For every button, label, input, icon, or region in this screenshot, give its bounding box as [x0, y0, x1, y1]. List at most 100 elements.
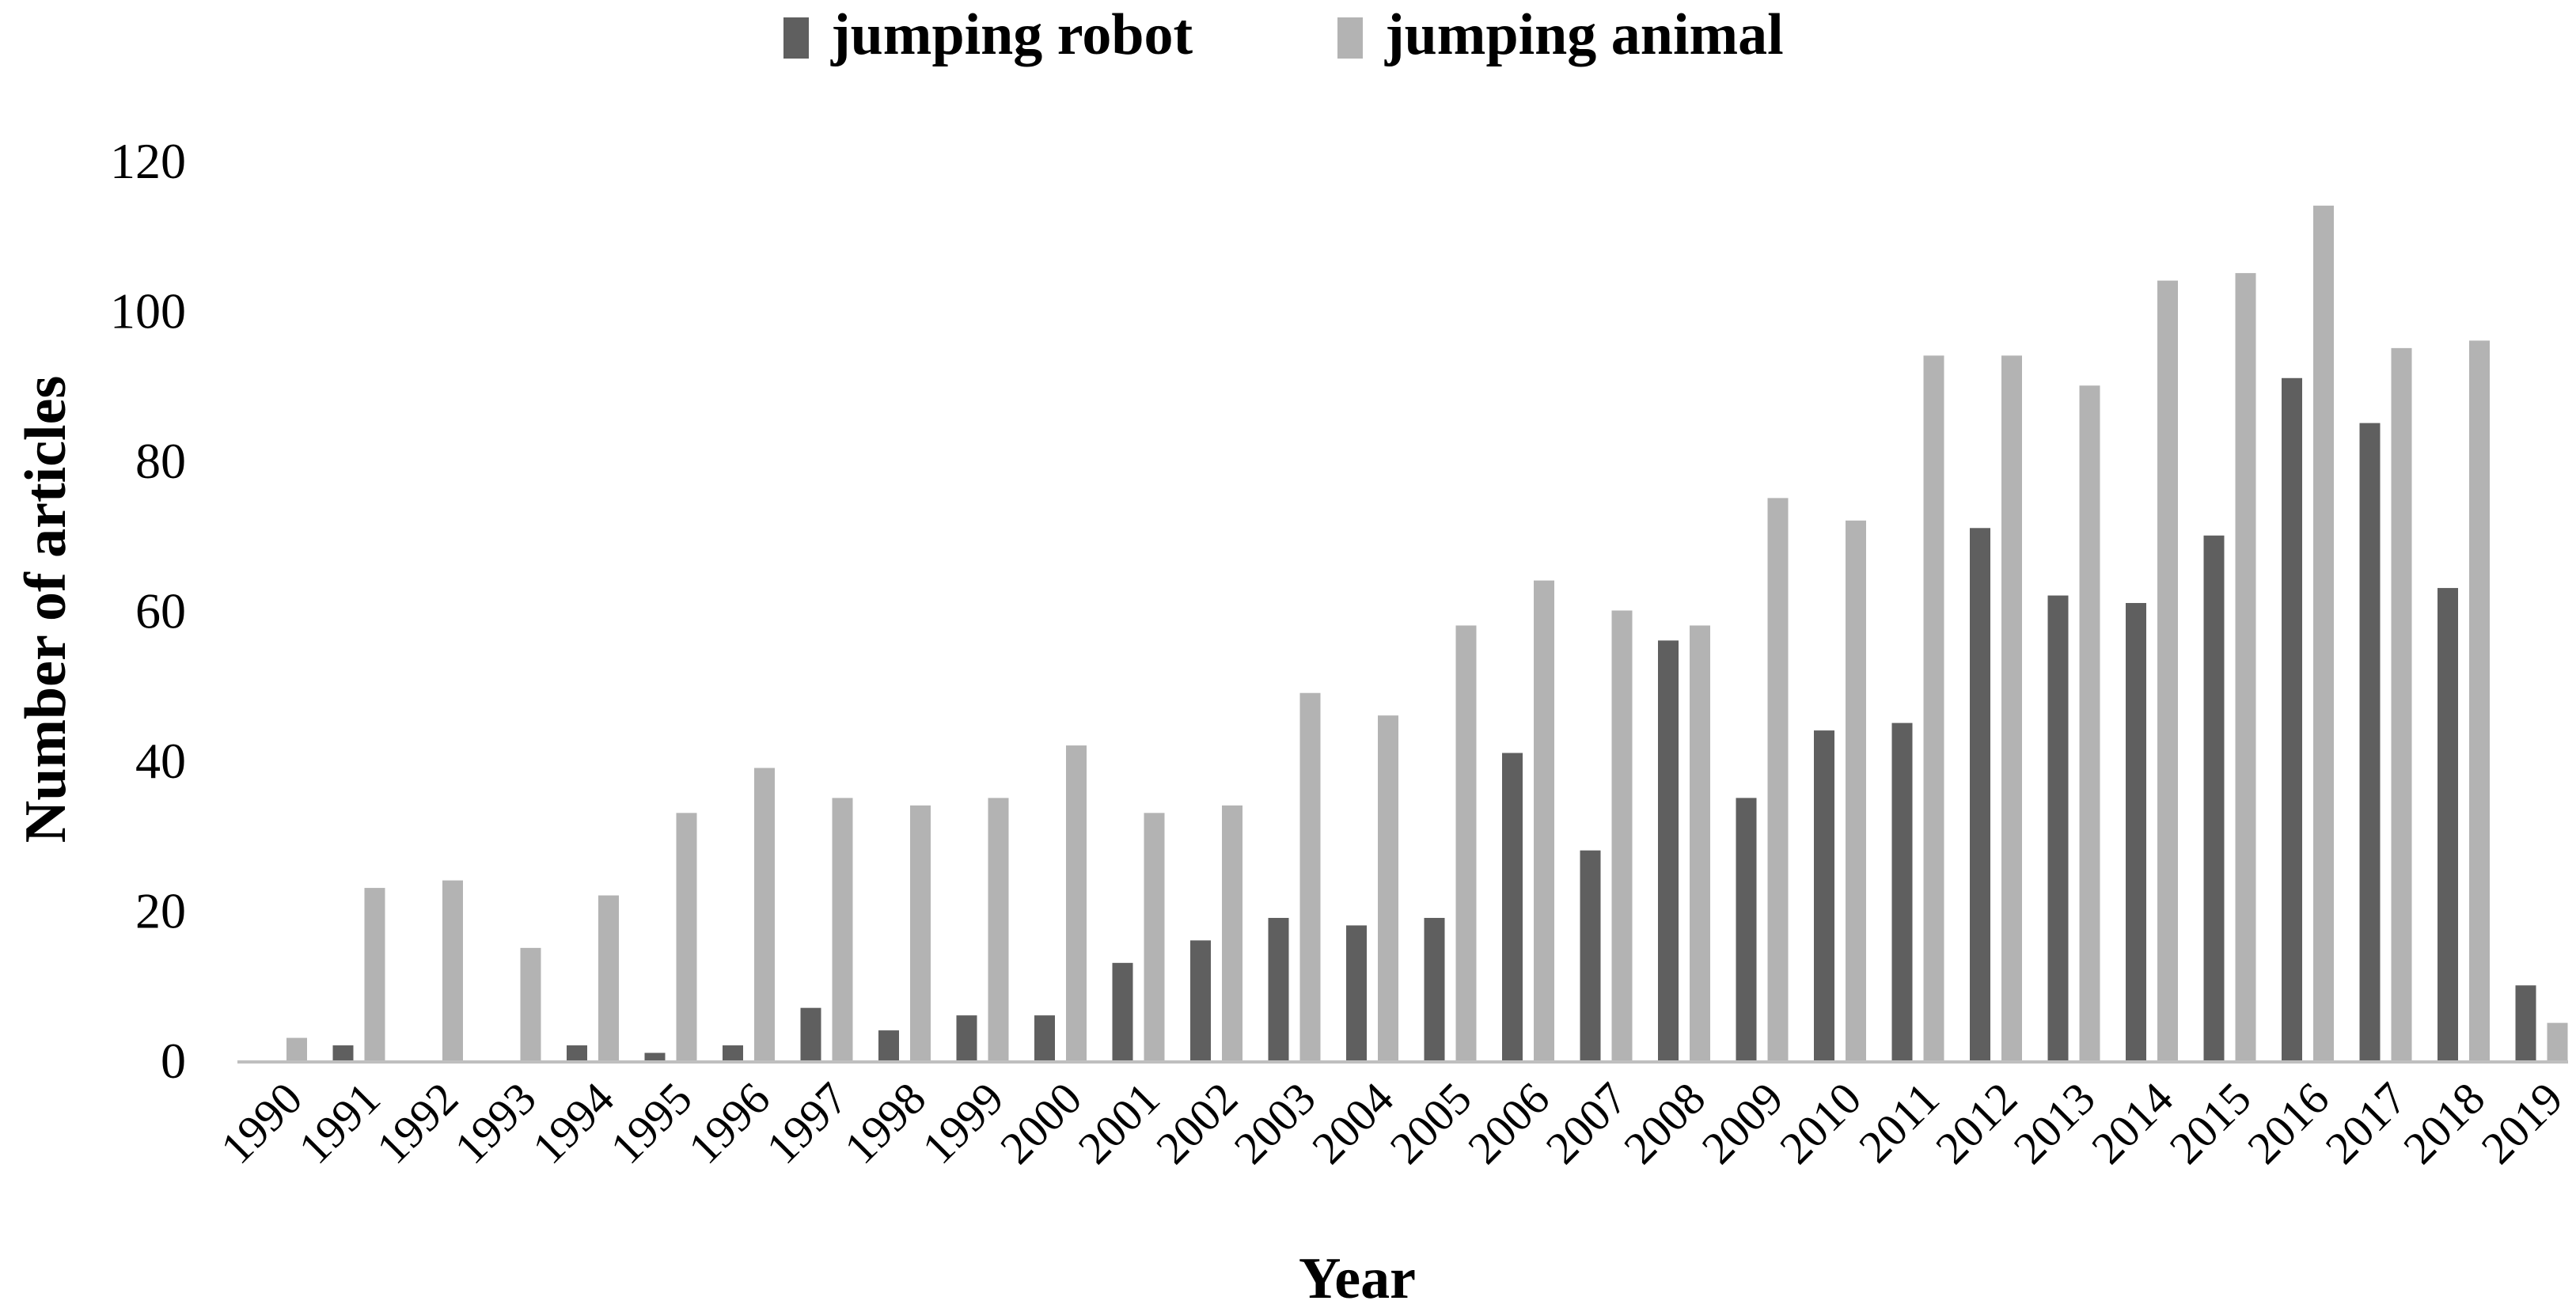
x-tick-label: 2000	[990, 1072, 1091, 1174]
x-tick-label: 2014	[2081, 1072, 2183, 1174]
bar-jumping-animal-2012	[2001, 355, 2022, 1061]
bar-jumping-animal-2017	[2391, 347, 2412, 1060]
legend-swatch-jumping-animal	[1337, 17, 1363, 59]
y-tick-label: 80	[135, 433, 186, 489]
bar-jumping-animal-2004	[1378, 715, 1398, 1060]
y-tick-label: 40	[135, 733, 186, 789]
bar-jumping-robot-2004	[1346, 925, 1367, 1060]
bar-jumping-animal-1996	[754, 768, 775, 1060]
bar-jumping-robot-2017	[2359, 423, 2381, 1060]
bar-jumping-animal-2014	[2157, 280, 2178, 1061]
bar-jumping-robot-1998	[878, 1030, 899, 1060]
x-axis-title: Year	[1299, 1246, 1416, 1311]
legend-label-jumping-animal: jumping animal	[1384, 2, 1784, 67]
x-tick-label: 2012	[1925, 1072, 2027, 1174]
x-tick-label: 1990	[211, 1072, 312, 1174]
x-tick-label: 2008	[1614, 1072, 1715, 1174]
bar-jumping-animal-2003	[1299, 692, 1321, 1060]
bar-jumping-robot-1996	[723, 1045, 743, 1060]
y-tick-label: 60	[135, 583, 186, 639]
bar-jumping-robot-1995	[644, 1052, 666, 1060]
bar-jumping-animal-2016	[2313, 205, 2334, 1061]
bar-jumping-robot-2006	[1502, 753, 1523, 1060]
bar-jumping-animal-1993	[520, 947, 541, 1060]
bar-jumping-animal-2005	[1455, 625, 1477, 1060]
bar-jumping-robot-2000	[1034, 1015, 1055, 1060]
bar-jumping-animal-1994	[598, 895, 619, 1060]
bar-jumping-robot-1994	[567, 1045, 587, 1060]
bar-jumping-animal-2015	[2235, 273, 2256, 1060]
bar-jumping-robot-1999	[956, 1015, 977, 1060]
x-tick-label: 2001	[1068, 1072, 1170, 1174]
x-tick-label: 2009	[1692, 1072, 1793, 1174]
bar-jumping-robot-2019	[2515, 985, 2536, 1060]
x-tick-label: 1991	[289, 1072, 390, 1174]
bar-jumping-robot-2011	[1891, 722, 1913, 1060]
x-tick-label: 1997	[757, 1072, 858, 1174]
bar-jumping-robot-2012	[1970, 528, 1990, 1060]
bar-jumping-robot-2015	[2203, 535, 2225, 1060]
bar-jumping-animal-2008	[1690, 625, 1710, 1060]
bar-jumping-animal-1990	[286, 1037, 307, 1060]
bar-jumping-animal-1995	[676, 813, 697, 1060]
x-tick-label: 2002	[1146, 1072, 1247, 1174]
bar-jumping-animal-1991	[364, 888, 385, 1060]
bar-jumping-animal-2010	[1846, 520, 1866, 1060]
x-tick-label: 1992	[366, 1072, 468, 1174]
x-tick-label: 2005	[1380, 1072, 1481, 1174]
legend-swatch-jumping-robot	[783, 17, 809, 59]
x-tick-label: 2019	[2472, 1072, 2573, 1174]
x-tick-label: 1998	[834, 1072, 935, 1174]
bar-jumping-robot-2001	[1112, 962, 1133, 1060]
x-tick-label: 1999	[912, 1072, 1014, 1174]
x-tick-label: 2018	[2393, 1072, 2494, 1174]
x-tick-label: 2013	[2004, 1072, 2105, 1174]
legend-label-jumping-robot: jumping robot	[830, 2, 1193, 67]
bar-jumping-robot-2005	[1424, 917, 1445, 1060]
x-tick-label: 2010	[1770, 1072, 1871, 1174]
y-axis-ticks: 0 20 40 60 80 100 120	[110, 133, 186, 1089]
bar-jumping-animal-2013	[2079, 385, 2100, 1060]
bar-jumping-robot-2009	[1736, 798, 1757, 1060]
bar-jumping-robot-2007	[1580, 850, 1601, 1060]
bar-jumping-robot-2014	[2126, 603, 2146, 1060]
bars	[286, 205, 2568, 1061]
x-tick-label: 1995	[601, 1072, 702, 1174]
bar-jumping-animal-1997	[832, 798, 853, 1060]
bar-jumping-robot-2013	[2047, 595, 2069, 1060]
bar-jumping-robot-2008	[1658, 640, 1679, 1060]
y-tick-label: 120	[110, 133, 186, 189]
bar-jumping-animal-2011	[1923, 355, 1944, 1061]
x-tick-label: 2011	[1849, 1072, 1948, 1172]
y-axis-title: Number of articles	[13, 376, 78, 843]
bar-jumping-animal-2002	[1222, 805, 1242, 1060]
bar-jumping-robot-2003	[1268, 917, 1289, 1060]
bar-jumping-animal-2000	[1066, 745, 1087, 1060]
bar-jumping-animal-1992	[442, 880, 463, 1060]
bar-jumping-animal-2018	[2469, 340, 2490, 1060]
bar-jumping-animal-2006	[1534, 580, 1554, 1060]
bar-jumping-robot-2002	[1190, 940, 1211, 1060]
legend: jumping robot jumping animal	[783, 2, 1784, 67]
x-tick-label: 2003	[1224, 1072, 1326, 1174]
x-tick-label: 2006	[1458, 1072, 1559, 1174]
bar-jumping-robot-1991	[332, 1045, 354, 1060]
bar-jumping-robot-2010	[1814, 730, 1834, 1060]
bar-jumping-animal-2019	[2547, 1022, 2568, 1060]
x-tick-label: 1993	[445, 1072, 546, 1174]
bar-jumping-animal-2009	[1767, 498, 1789, 1060]
x-tick-label: 2004	[1302, 1072, 1403, 1174]
bar-jumping-robot-2016	[2282, 377, 2302, 1060]
bar-jumping-animal-1999	[988, 798, 1009, 1060]
x-tick-label: 2007	[1536, 1072, 1637, 1174]
y-tick-label: 20	[135, 883, 186, 939]
bar-jumping-animal-2001	[1144, 813, 1165, 1060]
x-tick-label: 2016	[2237, 1072, 2339, 1174]
x-tick-label: 1996	[678, 1072, 780, 1174]
bar-jumping-animal-1998	[910, 805, 931, 1060]
y-tick-label: 0	[161, 1033, 186, 1089]
x-tick-label: 2015	[2160, 1072, 2261, 1174]
bar-jumping-animal-2007	[1611, 610, 1633, 1060]
